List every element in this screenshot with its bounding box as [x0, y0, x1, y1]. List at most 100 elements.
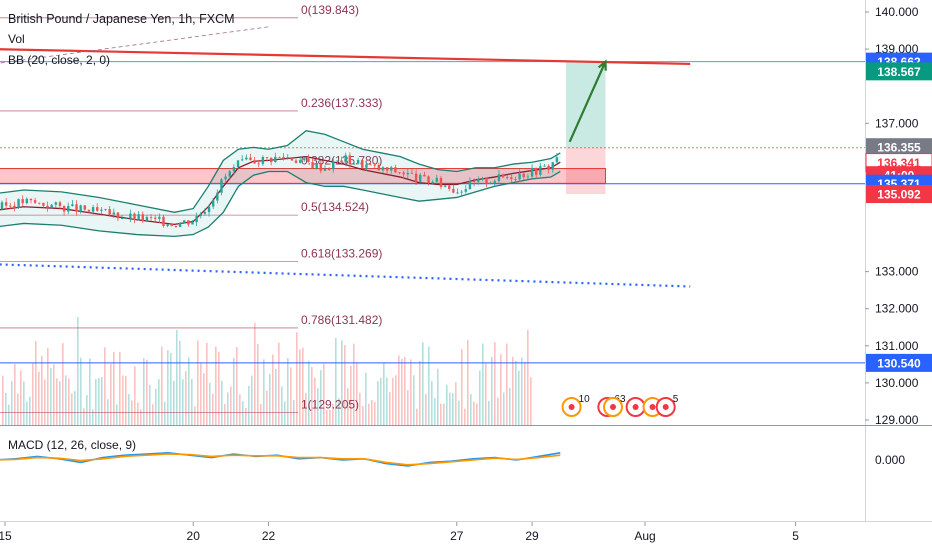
price-axis[interactable]: 0.000 129.000 130.000 131.000 132.000 133.000… [865, 5, 919, 467]
volume-bar [83, 408, 85, 425]
time-tick-label[interactable]: 5 [792, 529, 799, 543]
candle-body [46, 205, 49, 208]
candle-body [91, 207, 95, 212]
time-axis[interactable]: 15 20 22 27 29 Aug 5 [0, 522, 799, 543]
time-tick-label[interactable]: 29 [525, 529, 539, 543]
candle-body [54, 202, 58, 205]
volume-bar [269, 373, 271, 425]
volume-bar [176, 329, 178, 425]
candle-body [269, 157, 273, 163]
volume-bar [521, 357, 523, 425]
projection-arrow-line[interactable] [568, 61, 607, 143]
trend-line[interactable] [0, 26, 269, 64]
time-tick-label[interactable]: Aug [634, 529, 655, 543]
candle-body [555, 157, 559, 163]
candle-body [439, 177, 443, 187]
support-zone[interactable] [0, 168, 606, 184]
volume-bar [515, 360, 517, 425]
candle-body [191, 222, 194, 225]
candle-body [315, 162, 318, 169]
volume-bar [257, 343, 259, 425]
volume-bar [428, 346, 430, 425]
candle-body [489, 182, 492, 184]
trend-line[interactable] [0, 263, 691, 288]
volume-bar [455, 382, 457, 425]
candle-body [274, 156, 277, 163]
event-dot-icon [662, 404, 669, 410]
volume-bar [173, 380, 175, 425]
candle-body [398, 172, 401, 174]
candle-body [211, 200, 215, 207]
volume-bar [77, 317, 79, 425]
volume-bar [299, 349, 301, 425]
candle-body [460, 191, 463, 193]
candle-body [87, 209, 91, 212]
candle-body [21, 199, 24, 204]
volume-bar [524, 361, 526, 425]
volume-bar [233, 358, 235, 425]
volume-bar [503, 392, 505, 425]
candle-body [373, 164, 376, 166]
volume-bar [227, 392, 229, 425]
candle-body [0, 202, 4, 209]
bollinger-indicator-label[interactable]: BB (20, close, 2, 0) [8, 53, 111, 67]
volume-bar [491, 356, 493, 425]
volume-bar [509, 387, 511, 425]
volume-bar [377, 381, 379, 425]
volume-bar [395, 375, 397, 425]
volume-bar [17, 393, 19, 425]
candle-body [514, 179, 517, 180]
candle-body [323, 169, 327, 171]
price-axis-label-box [866, 353, 932, 372]
candle-body [485, 178, 488, 184]
volume-bar [398, 355, 400, 425]
candle-body [83, 205, 87, 210]
stop-loss-zone[interactable] [565, 147, 606, 195]
volume-bar [188, 357, 190, 425]
candle-body [261, 157, 265, 164]
volume-bar [440, 403, 442, 425]
volume-bar [419, 360, 421, 425]
volume-bar [155, 388, 157, 425]
candle-body [174, 225, 178, 227]
candle-body [419, 174, 422, 182]
time-tick-label[interactable]: 15 [0, 529, 12, 543]
volume-bar [209, 382, 211, 425]
candle-body [62, 205, 66, 212]
volume-bar [200, 362, 202, 425]
candle-body [125, 217, 128, 219]
candle-body [154, 217, 157, 219]
projection-arrow[interactable] [568, 59, 607, 143]
time-tick-label[interactable]: 22 [262, 529, 276, 543]
volume-bar [218, 351, 220, 425]
volume-bar [251, 375, 253, 425]
event-markers[interactable]: 10635 [561, 394, 679, 417]
candle-body [29, 198, 33, 201]
volume-bar [326, 409, 328, 425]
price-axis-label: 135.092 [877, 188, 921, 202]
projection-arrow-head[interactable] [597, 59, 607, 71]
candle-body [257, 163, 260, 165]
long-position[interactable] [565, 61, 606, 195]
time-tick-label[interactable]: 20 [187, 529, 201, 543]
candle-body [394, 167, 397, 173]
candle-body [265, 157, 269, 158]
volume-bar [314, 377, 316, 425]
volume-indicator-label[interactable]: Vol [8, 32, 25, 46]
volume-bar [485, 363, 487, 425]
time-tick-label[interactable]: 27 [450, 529, 464, 543]
macd-indicator-label[interactable]: MACD (12, 26, close, 9) [8, 438, 137, 452]
volume-bar [386, 377, 388, 425]
volume-bar [497, 397, 499, 425]
volume-bar [320, 370, 322, 425]
trend-line[interactable] [0, 48, 691, 66]
volume-bar [467, 340, 469, 425]
support-zone-rect[interactable] [0, 168, 606, 184]
trend-lines[interactable] [0, 26, 691, 288]
candle-body [141, 214, 144, 221]
candle-body [435, 177, 439, 182]
candle-body [232, 167, 236, 172]
candle-body [17, 199, 20, 208]
